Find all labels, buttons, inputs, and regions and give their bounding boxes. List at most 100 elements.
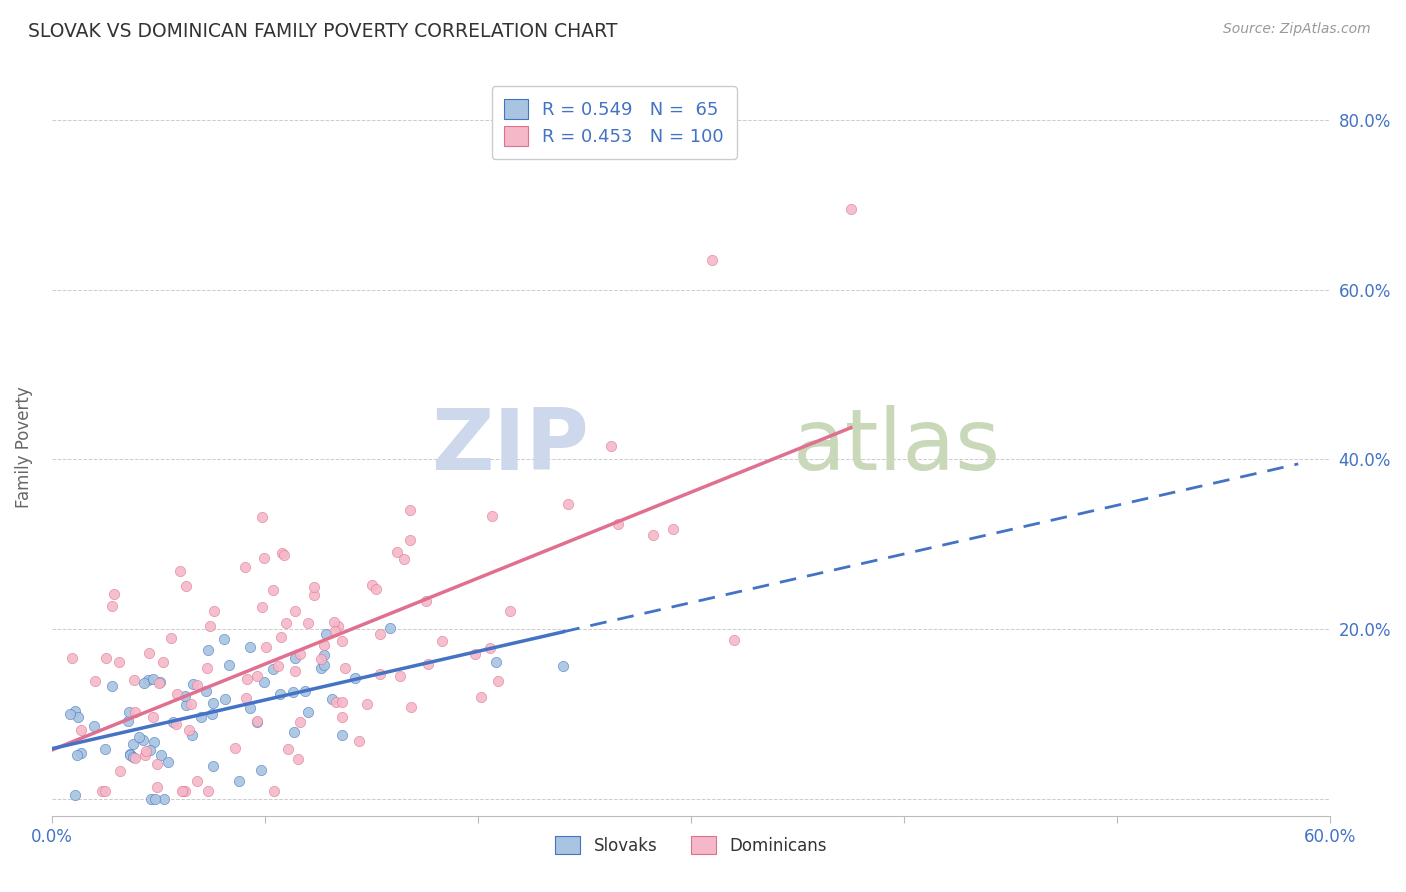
Point bbox=[201, 707, 224, 722]
Point bbox=[186, 678, 208, 692]
Point bbox=[176, 698, 198, 712]
Point bbox=[249, 764, 271, 778]
Point bbox=[262, 662, 284, 676]
Point bbox=[174, 579, 197, 593]
Point bbox=[233, 560, 256, 574]
Point bbox=[181, 729, 204, 743]
Point bbox=[110, 764, 132, 779]
Point bbox=[146, 780, 169, 795]
Point bbox=[159, 632, 181, 646]
Point bbox=[330, 728, 353, 742]
Point bbox=[252, 510, 274, 524]
Point bbox=[239, 640, 262, 654]
Point bbox=[418, 657, 440, 672]
Point bbox=[128, 730, 150, 744]
Point bbox=[702, 252, 724, 267]
Point bbox=[93, 783, 115, 797]
Point bbox=[330, 633, 353, 648]
Point bbox=[100, 679, 122, 693]
Point bbox=[343, 671, 366, 685]
Point bbox=[148, 676, 170, 690]
Point bbox=[145, 757, 167, 772]
Point bbox=[186, 773, 208, 788]
Point bbox=[63, 705, 86, 719]
Point bbox=[297, 615, 319, 630]
Text: Source: ZipAtlas.com: Source: ZipAtlas.com bbox=[1223, 22, 1371, 37]
Point bbox=[326, 619, 349, 633]
Point bbox=[201, 696, 224, 710]
Point bbox=[304, 580, 326, 594]
Point bbox=[157, 756, 180, 770]
Point bbox=[198, 619, 221, 633]
Point bbox=[312, 638, 335, 652]
Point bbox=[117, 714, 139, 728]
Point bbox=[83, 718, 105, 732]
Point bbox=[315, 627, 337, 641]
Point bbox=[180, 697, 202, 711]
Point bbox=[228, 774, 250, 789]
Point bbox=[239, 701, 262, 715]
Point bbox=[302, 588, 325, 602]
Point bbox=[235, 691, 257, 706]
Point bbox=[378, 621, 401, 635]
Point bbox=[498, 604, 520, 618]
Point bbox=[170, 783, 193, 797]
Point bbox=[330, 695, 353, 709]
Point bbox=[202, 759, 225, 773]
Point bbox=[314, 648, 336, 662]
Point bbox=[309, 652, 332, 666]
Point bbox=[91, 783, 114, 797]
Point bbox=[152, 792, 174, 806]
Point bbox=[150, 748, 173, 763]
Point bbox=[165, 716, 187, 731]
Point bbox=[330, 710, 353, 724]
Point bbox=[132, 733, 155, 747]
Point bbox=[254, 640, 277, 654]
Point bbox=[277, 742, 299, 756]
Point bbox=[142, 709, 165, 723]
Point bbox=[246, 714, 269, 729]
Point bbox=[325, 695, 347, 709]
Point bbox=[479, 640, 502, 655]
Point bbox=[273, 548, 295, 562]
Point bbox=[101, 599, 124, 613]
Point bbox=[415, 593, 437, 607]
Point bbox=[283, 685, 305, 699]
Point bbox=[214, 691, 236, 706]
Point bbox=[253, 551, 276, 566]
Point bbox=[398, 503, 420, 517]
Point bbox=[284, 665, 307, 679]
Point bbox=[262, 583, 284, 598]
Point bbox=[124, 673, 146, 688]
Point bbox=[190, 709, 212, 723]
Point bbox=[284, 604, 307, 618]
Point bbox=[246, 669, 269, 683]
Point bbox=[218, 657, 240, 672]
Point bbox=[69, 746, 91, 760]
Point bbox=[270, 631, 292, 645]
Point bbox=[486, 674, 509, 689]
Point bbox=[314, 658, 336, 673]
Point bbox=[723, 632, 745, 647]
Point bbox=[224, 740, 246, 755]
Point bbox=[69, 723, 91, 737]
Point bbox=[134, 747, 156, 762]
Point bbox=[361, 577, 384, 591]
Point bbox=[430, 634, 453, 648]
Point bbox=[464, 648, 486, 662]
Point bbox=[290, 647, 312, 661]
Legend: Slovaks, Dominicans: Slovaks, Dominicans bbox=[547, 828, 835, 863]
Point bbox=[267, 658, 290, 673]
Point bbox=[399, 700, 422, 714]
Point bbox=[138, 646, 160, 660]
Point bbox=[195, 661, 218, 675]
Point bbox=[283, 724, 305, 739]
Point bbox=[84, 673, 107, 688]
Point bbox=[323, 615, 346, 629]
Point bbox=[181, 676, 204, 690]
Point bbox=[142, 673, 165, 687]
Point bbox=[600, 439, 623, 453]
Point bbox=[607, 517, 630, 532]
Point bbox=[139, 743, 162, 757]
Point bbox=[139, 792, 162, 806]
